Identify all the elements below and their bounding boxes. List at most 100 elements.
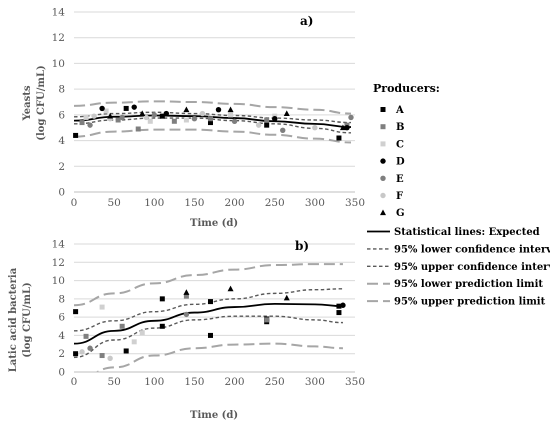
data-point-f	[255, 122, 262, 128]
data-point-g	[283, 110, 290, 116]
fit-line-expected	[74, 114, 351, 128]
y-tick-label: 2	[58, 161, 65, 173]
fit-line-upper-ci	[74, 111, 351, 124]
y-tick-label: 6	[58, 312, 65, 324]
data-point-c	[83, 114, 89, 120]
y-tick-label: 12	[52, 32, 65, 44]
x-tick-label: 350	[345, 197, 365, 209]
data-point-g	[227, 106, 234, 113]
data-point-g	[183, 106, 190, 113]
legend-label-e: E	[396, 174, 404, 185]
data-point-a	[123, 105, 129, 111]
fit-line-lower-pl	[95, 342, 343, 372]
x-tick-label: 300	[305, 376, 325, 388]
data-point-c	[183, 117, 189, 123]
data-point-c	[99, 304, 105, 310]
data-point-c	[103, 108, 109, 114]
data-point-a	[159, 296, 165, 302]
data-point-a	[123, 348, 129, 354]
legend-marker-g	[380, 209, 386, 216]
data-points	[73, 285, 346, 361]
data-point-g	[183, 289, 190, 295]
data-point-e	[119, 114, 125, 121]
legend-label-a: A	[395, 105, 404, 116]
data-point-f	[199, 110, 206, 117]
x-tick-label: 300	[305, 197, 325, 209]
legend-marker-f	[380, 192, 386, 199]
x-tick-label: 250	[265, 197, 285, 209]
data-point-d	[131, 104, 137, 110]
fit-line-lower-ci	[74, 315, 343, 359]
data-point-b	[183, 293, 189, 299]
data-point-c	[147, 118, 153, 124]
y-axis-title-line1: Yeasts	[22, 85, 33, 121]
fit-line-expected	[74, 302, 343, 345]
data-point-a	[159, 323, 165, 329]
legend-lines: Statistical lines: Expected 95% lower con…	[367, 227, 550, 308]
x-tick-label: 100	[144, 197, 164, 209]
data-point-g	[107, 112, 114, 119]
chart-lactic-acid-bacteria: 0 2 4 6 8 10 12 14 0 50 100 150 200 250 300 350 b) Time…	[8, 239, 365, 422]
x-tick-label: 200	[225, 376, 245, 388]
y-tick-label: 0	[58, 367, 65, 379]
y-tick-label: 8	[58, 84, 65, 96]
x-tick-label: 150	[184, 197, 204, 209]
data-point-d	[272, 116, 278, 122]
data-point-g	[139, 110, 146, 116]
data-point-a	[207, 332, 213, 338]
data-point-b	[99, 353, 105, 359]
tick-labels: 0 2 4 6 8 10 12 14 0 50 100 150 200 250 300 350	[52, 239, 365, 389]
data-point-f	[79, 349, 85, 355]
data-point-b	[79, 120, 85, 126]
data-point-c	[131, 339, 137, 345]
data-point-a	[73, 132, 79, 138]
data-point-d	[344, 125, 350, 131]
legend-marker-c	[380, 141, 386, 147]
y-tick-label: 8	[58, 293, 65, 305]
data-point-e	[183, 311, 190, 318]
data-point-a	[336, 303, 342, 309]
tick-labels: 0 2 4 6 8 10 12 14 0 50 100 150 200 250 300 350	[52, 7, 365, 210]
y-tick-label: 12	[52, 257, 65, 269]
y-gridlines	[74, 243, 355, 355]
x-tick-label: 250	[265, 376, 285, 388]
x-tick-label: 150	[184, 376, 204, 388]
legend-line-label: 95% upper prediction limit	[394, 297, 546, 308]
data-point-f	[143, 114, 149, 121]
x-axis-title: Time (d)	[190, 218, 238, 229]
data-point-a	[264, 122, 270, 128]
panel-label-b: b)	[295, 239, 309, 253]
data-point-b	[264, 317, 270, 323]
legend-line-label: 95% upper confidence interval	[394, 262, 550, 273]
y-tick-label: 10	[52, 58, 65, 70]
legend-line-label: Statistical lines: Expected	[394, 227, 540, 238]
data-point-b	[115, 117, 121, 123]
legend-marker-b	[380, 124, 386, 130]
data-point-b	[135, 126, 141, 132]
legend-label-b: B	[396, 122, 404, 133]
legend-marker-e	[380, 175, 386, 181]
x-tick-label: 50	[107, 376, 120, 388]
legend-marker-a	[380, 107, 386, 112]
data-point-d	[99, 105, 105, 112]
y-tick-label: 10	[52, 275, 65, 287]
legend-label-g: G	[396, 208, 405, 219]
data-point-a	[207, 120, 213, 126]
x-tick-label: 0	[71, 376, 78, 388]
data-point-a	[336, 135, 342, 141]
data-point-d	[163, 110, 170, 117]
data-point-e	[151, 112, 157, 118]
data-point-a	[73, 309, 79, 315]
legend-label-c: C	[396, 139, 404, 150]
data-point-d	[215, 107, 222, 113]
y-tick-label: 4	[58, 135, 65, 147]
y-tick-label: 4	[58, 330, 65, 342]
legend-line-label: 95% lower prediction limit	[394, 279, 543, 290]
y-axis-title-line1: Latic acid bacteria	[8, 267, 19, 372]
y-axis-title-line2: (log CFU/mL)	[22, 282, 33, 357]
data-point-e	[231, 118, 238, 124]
data-point-f	[91, 113, 97, 119]
y-axis-title-line2: (log CFU/mL)	[36, 65, 47, 140]
